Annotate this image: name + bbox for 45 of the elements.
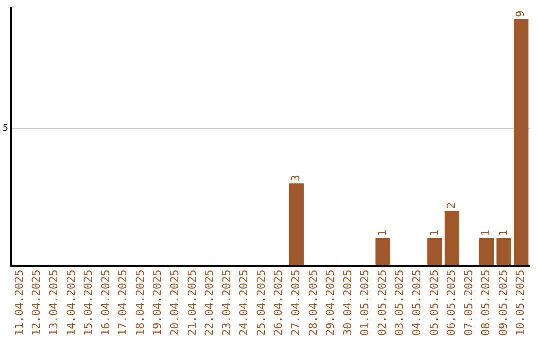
x-tick-label: 19.04.2025 xyxy=(151,270,164,336)
x-tick-label: 29.04.2025 xyxy=(324,270,338,336)
x-tick-label: 23.04.2025 xyxy=(220,270,234,336)
x-tick-label: 07.05.2025 xyxy=(462,270,476,336)
data-label: 9 xyxy=(514,10,528,18)
x-tick-label: 10.05.2025 xyxy=(514,270,528,336)
x-tick-label: 13.04.2025 xyxy=(47,270,60,336)
bar xyxy=(479,238,494,266)
data-label: 1 xyxy=(496,230,510,236)
x-tick-label: 05.05.2025 xyxy=(428,270,441,336)
x-tick-label: 20.04.2025 xyxy=(168,270,182,336)
x-tick-label: 16.04.2025 xyxy=(99,270,112,336)
x-tick-label: 06.05.2025 xyxy=(445,270,458,336)
x-tick-label: 12.04.2025 xyxy=(30,270,44,336)
x-tick-label: 30.04.2025 xyxy=(341,270,354,336)
x-tick-label: 21.04.2025 xyxy=(186,270,199,336)
bar xyxy=(428,238,442,266)
x-tick-label: 17.04.2025 xyxy=(116,270,130,336)
x-tick-label: 24.04.2025 xyxy=(238,270,251,336)
bar xyxy=(496,238,512,266)
x-tick-label: 15.04.2025 xyxy=(82,270,96,336)
x-tick-label: 25.04.2025 xyxy=(254,270,268,336)
x-tick-label: 01.05.2025 xyxy=(358,270,372,336)
x-tick-label: 26.04.2025 xyxy=(272,270,286,336)
data-label: 1 xyxy=(480,230,493,236)
data-label: 3 xyxy=(290,175,302,182)
x-tick-label: 18.04.2025 xyxy=(134,270,147,336)
bar xyxy=(376,238,390,266)
x-tick-label: 27.04.2025 xyxy=(290,270,302,336)
x-tick-label: 09.05.2025 xyxy=(496,270,510,336)
data-label: 2 xyxy=(445,202,458,210)
x-tick-label: 11.04.2025 xyxy=(12,270,26,336)
x-tick-label: 22.04.2025 xyxy=(203,270,216,336)
x-tick-label: 14.04.2025 xyxy=(64,270,78,336)
bar xyxy=(289,184,304,266)
x-tick-label: 28.04.2025 xyxy=(306,270,320,336)
x-tick-label: 02.05.2025 xyxy=(376,270,389,336)
data-label: 1 xyxy=(428,230,441,236)
y-tick-label: 5 xyxy=(2,124,8,134)
x-tick-label: 04.05.2025 xyxy=(410,270,424,336)
bar xyxy=(444,211,460,266)
x-tick-label: 08.05.2025 xyxy=(480,270,493,336)
data-label: 1 xyxy=(376,230,389,236)
x-tick-label: 03.05.2025 xyxy=(393,270,406,336)
bar xyxy=(514,19,529,266)
